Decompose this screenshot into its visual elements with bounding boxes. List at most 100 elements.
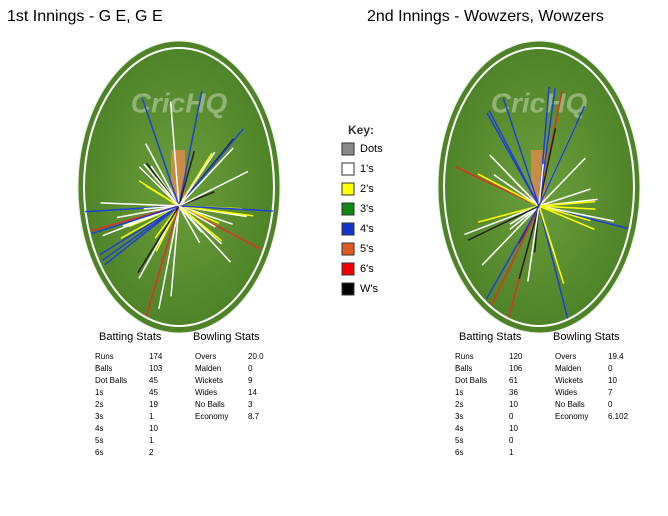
stat-label: 3s — [95, 412, 103, 421]
stat-value: 6.102 — [608, 412, 629, 421]
stat-label: Malden — [195, 364, 221, 373]
stat-value: 174 — [149, 352, 163, 361]
stat-value: 61 — [509, 376, 518, 385]
stat-label: Runs — [455, 352, 474, 361]
boundary — [443, 47, 635, 327]
stat-value: 103 — [149, 364, 163, 373]
key-label: 5's — [360, 243, 374, 255]
stat-value: 0 — [608, 364, 613, 373]
key-label: 1's — [360, 163, 374, 175]
shot — [116, 205, 180, 219]
boundary — [83, 47, 275, 327]
key-swatch — [341, 242, 355, 256]
stat-value: 106 — [509, 364, 523, 373]
stat-label: Overs — [555, 352, 576, 361]
shot — [99, 205, 180, 256]
key-label: W's — [360, 283, 378, 295]
shot — [527, 205, 540, 282]
stat-value: 7 — [608, 388, 613, 397]
stat-label: Runs — [95, 352, 114, 361]
shot — [178, 205, 203, 233]
shot — [491, 205, 540, 305]
stat-label: 5s — [95, 436, 103, 445]
shot — [538, 205, 591, 222]
stat-label: 6s — [455, 448, 463, 457]
shot — [538, 163, 544, 207]
shot — [155, 205, 180, 252]
shot — [100, 202, 180, 207]
shot — [178, 170, 249, 207]
shot — [178, 205, 223, 242]
shot — [538, 157, 586, 207]
stat-label: 3s — [455, 412, 463, 421]
shot — [538, 205, 565, 284]
shot — [538, 205, 615, 222]
stat-label: 6s — [95, 448, 103, 457]
key-swatch — [341, 162, 355, 176]
key-label: 4's — [360, 223, 374, 235]
stat-value: 36 — [509, 388, 518, 397]
stat-value: 0 — [248, 364, 253, 373]
stat-value: 20.0 — [248, 352, 264, 361]
wagon-wheel: CricHQ — [77, 40, 281, 334]
shot — [178, 205, 201, 244]
stat-label: 5s — [455, 436, 463, 445]
key-swatch — [341, 142, 355, 156]
stat-label: Wides — [555, 388, 577, 397]
stat-value: 120 — [509, 352, 523, 361]
stat-label: Wides — [195, 388, 217, 397]
bowling-title: Bowling Stats — [193, 331, 260, 343]
stat-value: 19 — [149, 400, 158, 409]
shot — [91, 205, 180, 235]
stat-label: No Balls — [195, 400, 225, 409]
shot — [158, 205, 180, 310]
stat-value: 14 — [248, 388, 257, 397]
shot — [493, 173, 540, 207]
shot — [538, 205, 595, 230]
shot — [538, 205, 569, 319]
stat-value: 45 — [149, 376, 158, 385]
stat-label: Wickets — [555, 376, 583, 385]
stat-label: 2s — [455, 400, 463, 409]
shot — [538, 205, 596, 210]
stat-value: 8.7 — [248, 412, 260, 421]
stat-value: 1 — [509, 448, 514, 457]
shot — [502, 97, 540, 207]
stat-value: 45 — [149, 388, 158, 397]
stat-label: 2s — [95, 400, 103, 409]
shot — [138, 166, 180, 207]
key-label: 3's — [360, 203, 374, 215]
shot — [104, 205, 180, 266]
key-swatch — [341, 202, 355, 216]
stat-label: No Balls — [555, 400, 585, 409]
stat-label: Overs — [195, 352, 216, 361]
key-swatch — [341, 222, 355, 236]
stat-label: Economy — [555, 412, 588, 421]
shot — [538, 200, 596, 207]
key-swatch — [341, 282, 355, 296]
shot — [538, 105, 586, 207]
shot — [489, 154, 540, 207]
watermark: CricHQ — [491, 87, 588, 118]
stat-value: 19.4 — [608, 352, 624, 361]
shot — [178, 147, 234, 207]
stat-label: Economy — [195, 412, 228, 421]
shot — [485, 205, 540, 300]
shot — [509, 205, 540, 230]
bowling-title: Bowling Stats — [553, 331, 620, 343]
stat-value: 2 — [149, 448, 154, 457]
stat-value: 10 — [509, 424, 518, 433]
shot — [477, 173, 540, 207]
stat-value: 10 — [149, 424, 158, 433]
shot — [145, 143, 180, 207]
key-label: 6's — [360, 263, 374, 275]
stat-label: 4s — [455, 424, 463, 433]
stat-label: 1s — [455, 388, 463, 397]
shot — [143, 163, 180, 207]
shot — [178, 150, 196, 207]
stat-label: Dot Balls — [455, 376, 487, 385]
shot — [102, 205, 180, 261]
stat-value: 10 — [509, 400, 518, 409]
key-title: Key: — [348, 123, 374, 137]
